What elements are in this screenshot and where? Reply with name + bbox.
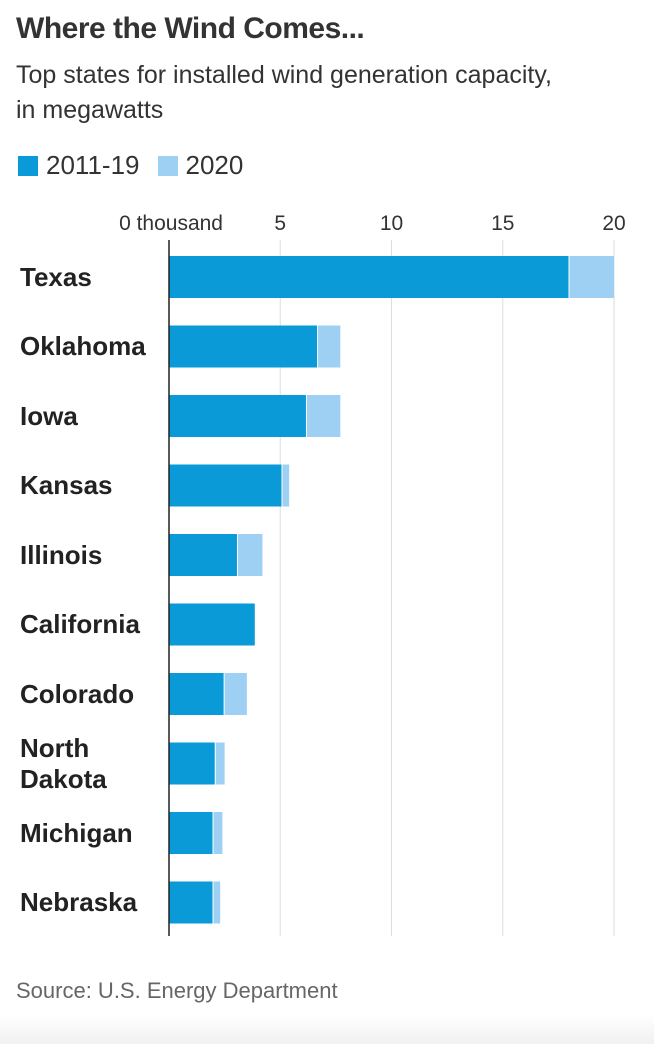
legend-swatch-2020 (157, 155, 178, 176)
bar-2020-kansas (282, 464, 290, 507)
x-tick-label: 20 (602, 212, 625, 235)
legend-label-2011-19: 2011-19 (46, 150, 140, 180)
bar-2011-19-california (169, 603, 255, 646)
bar-2011-19-iowa (169, 395, 306, 437)
x-tick-label: 15 (491, 212, 514, 235)
bar-2020-north-dakota (215, 742, 225, 785)
bar-2011-19-nebraska (169, 881, 213, 924)
bar-2020-nebraska (213, 881, 221, 924)
bar-2020-michigan (213, 812, 223, 854)
chart-title: Where the Wind Comes... (16, 12, 365, 45)
category-label: Oklahoma (20, 331, 146, 361)
x-tick-label: 0 thousand (119, 212, 223, 235)
category-label: Iowa (20, 400, 78, 431)
category-label: North Dakota (20, 732, 107, 794)
bar-2011-19-colorado (169, 673, 224, 715)
legend: 2011-19 2020 (18, 150, 253, 181)
bar-2020-texas (569, 256, 614, 298)
category-label: Illinois (20, 539, 103, 570)
bar-2020-illinois (237, 534, 263, 576)
bar-2011-19-north-dakota (169, 742, 215, 785)
bar-2011-19-illinois (169, 534, 237, 576)
bar-2011-19-texas (169, 256, 569, 298)
bar-chart: 0 thousand 5 10 15 20 (119, 212, 626, 936)
category-label: Nebraska (20, 887, 138, 917)
category-label: Michigan (20, 817, 133, 848)
bar-2020-iowa (306, 395, 341, 437)
chart-subtitle: Top states for installed wind generation… (16, 61, 552, 124)
legend-swatch-2011-19 (18, 155, 38, 176)
legend-item-2011-19: 2011-19 (18, 150, 140, 181)
bar-2020-oklahoma (318, 325, 341, 368)
bar-2011-19-kansas (169, 464, 282, 507)
category-label: Texas (20, 261, 92, 292)
legend-label-2020: 2020 (185, 150, 244, 180)
category-label: Colorado (20, 678, 135, 709)
x-tick-label: 5 (274, 212, 286, 235)
bar-2011-19-oklahoma (169, 325, 318, 368)
legend-item-2020: 2020 (157, 150, 244, 181)
category-label: California (20, 609, 140, 639)
bar-2020-colorado (224, 673, 247, 715)
source-note: Source: U.S. Energy Department (16, 978, 338, 1003)
x-tick-label: 10 (380, 212, 403, 235)
bar-2011-19-michigan (169, 812, 213, 854)
category-label: Kansas (20, 470, 113, 500)
bottom-fade (0, 1014, 654, 1044)
